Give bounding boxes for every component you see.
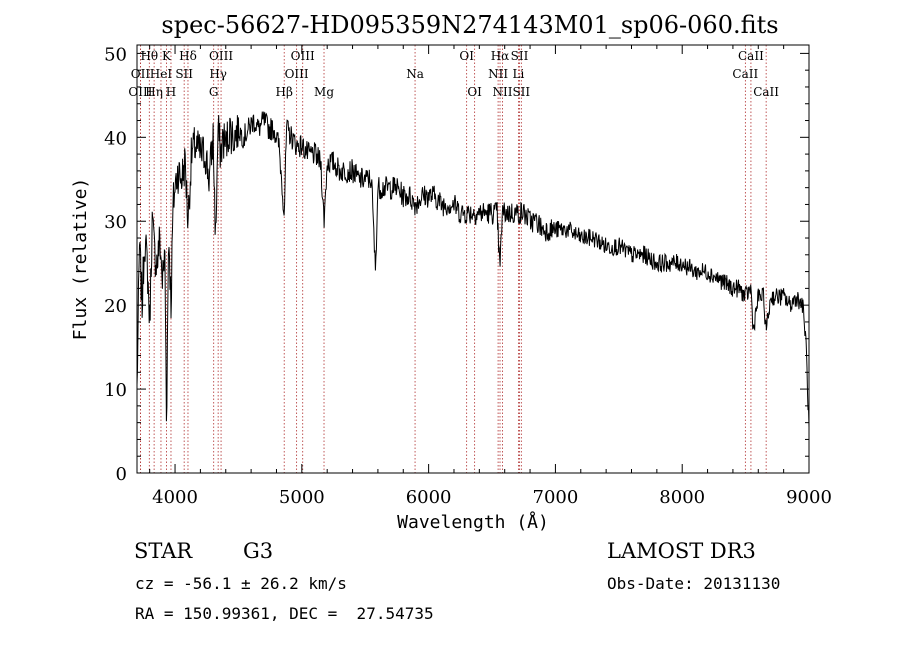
line-marker-label-1: K (162, 49, 172, 63)
line-marker-label-25: NII (493, 85, 513, 99)
x-tick-labels: 4000 5000 6000 7000 8000 9000 (152, 487, 832, 508)
y-tick-label-1: 10 (104, 380, 127, 401)
y-tick-labels: 0 10 20 30 40 50 (104, 44, 127, 485)
y-tick-label-4: 40 (104, 128, 127, 149)
y-tick-label-2: 20 (104, 296, 127, 317)
object-subclass: G3 (243, 539, 274, 563)
survey-name: LAMOST DR3 (607, 539, 756, 563)
x-tick-label-4: 8000 (659, 487, 705, 508)
y-axis-label: Flux (relative) (70, 178, 91, 341)
line-marker-label-3: OIII (209, 49, 233, 63)
object-class: STAR (134, 539, 193, 563)
x-tick-label-5: 9000 (786, 487, 832, 508)
chart-title: spec-56627-HD095359N274143M01_sp06-060.f… (161, 11, 778, 39)
line-marker-label-21: G (209, 85, 219, 99)
line-marker-label-12: Hγ (209, 67, 227, 81)
line-marker-label-26: SII (512, 85, 530, 99)
line-marker-label-8: CaII (738, 49, 764, 63)
line-marker-label-23: Mg (314, 85, 334, 99)
line-marker-label-17: CaII (732, 67, 758, 81)
plot-frame (136, 44, 810, 474)
line-marker-label-5: OI (459, 49, 474, 63)
line-marker-label-0: Hθ (140, 49, 158, 63)
line-marker-label-24: OI (467, 85, 482, 99)
line-marker-label-9: OII (131, 67, 151, 81)
line-marker-label-27: CaII (753, 85, 779, 99)
line-marker-label-11: SII (175, 67, 193, 81)
line-marker-label-7: SII (511, 49, 529, 63)
line-marker-label-2: Hδ (179, 49, 197, 63)
line-marker-label-10: HeI (150, 67, 173, 81)
line-marker-label-18: OIII (128, 85, 152, 99)
line-marker-label-20: H (166, 85, 176, 99)
obs-date: Obs-Date: 20131130 (607, 574, 781, 593)
x-tick-label-3: 7000 (533, 487, 579, 508)
y-tick-label-3: 30 (104, 212, 127, 233)
axis-ticks (137, 45, 810, 474)
x-tick-label-1: 5000 (279, 487, 325, 508)
line-marker-label-22: Hβ (276, 85, 293, 99)
line-marker-label-6: Hα (491, 49, 510, 63)
line-marker-label-13: OIII (285, 67, 309, 81)
line-marker-label-16: Li (512, 67, 524, 81)
line-marker-label-4: OIII (291, 49, 315, 63)
coordinates-readout: RA = 150.99361, DEC = 27.54735 (135, 604, 434, 623)
x-tick-label-0: 4000 (152, 487, 198, 508)
line-marker-label-14: Na (406, 67, 424, 81)
x-axis-label: Wavelength (Å) (397, 511, 549, 533)
line-marker-label-15: NII (488, 67, 508, 81)
redshift-readout: cz = -56.1 ± 26.2 km/s (135, 574, 347, 593)
x-tick-label-2: 6000 (406, 487, 452, 508)
y-tick-label-0: 0 (116, 464, 127, 485)
spectrum-line (136, 111, 810, 428)
line-marker-label-19: Hη (145, 85, 163, 99)
y-tick-label-5: 50 (104, 44, 127, 65)
